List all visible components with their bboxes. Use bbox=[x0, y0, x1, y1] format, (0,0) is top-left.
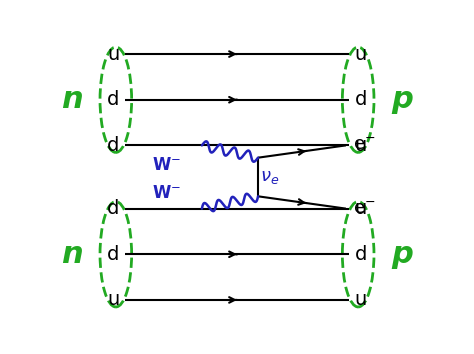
Text: d: d bbox=[355, 245, 367, 264]
Text: n: n bbox=[61, 240, 83, 269]
Text: u: u bbox=[355, 199, 367, 218]
Text: u: u bbox=[355, 45, 367, 64]
Text: p: p bbox=[391, 240, 413, 269]
Text: d: d bbox=[355, 90, 367, 109]
Text: e$^{-}$: e$^{-}$ bbox=[353, 136, 375, 154]
Text: e$^{-}$: e$^{-}$ bbox=[353, 200, 375, 218]
Text: n: n bbox=[61, 85, 83, 114]
Text: W$^{-}$: W$^{-}$ bbox=[152, 156, 181, 174]
Text: d: d bbox=[107, 199, 119, 218]
Text: p: p bbox=[391, 85, 413, 114]
Text: u: u bbox=[107, 45, 119, 64]
Text: d: d bbox=[107, 90, 119, 109]
Text: u: u bbox=[355, 290, 367, 309]
Text: u: u bbox=[355, 136, 367, 155]
Text: d: d bbox=[107, 245, 119, 264]
Text: $\nu_e$: $\nu_e$ bbox=[260, 168, 279, 186]
Text: W$^{-}$: W$^{-}$ bbox=[152, 184, 181, 202]
Text: u: u bbox=[107, 290, 119, 309]
Text: d: d bbox=[107, 136, 119, 155]
